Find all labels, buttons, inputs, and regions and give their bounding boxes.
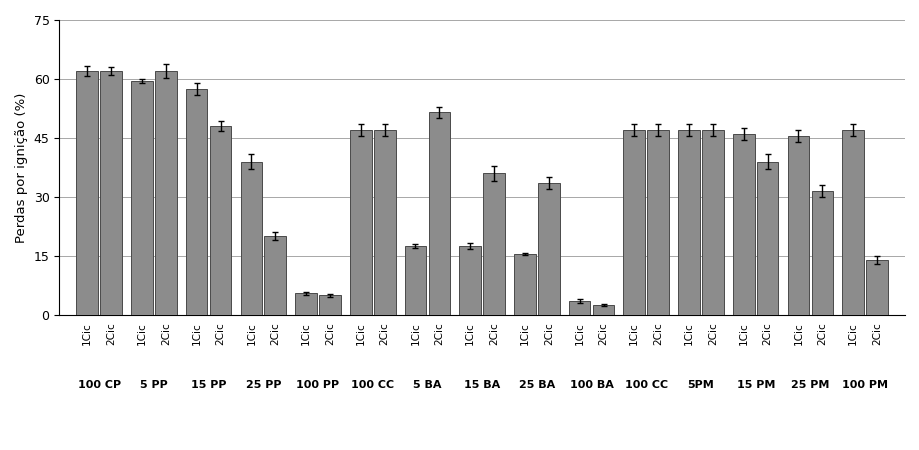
- Bar: [623, 130, 644, 315]
- Bar: [756, 162, 777, 315]
- Bar: [482, 173, 505, 315]
- Bar: [787, 136, 809, 315]
- Text: 25 PM: 25 PM: [790, 380, 829, 390]
- Bar: [186, 89, 207, 315]
- Text: 100 PM: 100 PM: [841, 380, 887, 390]
- Bar: [677, 130, 699, 315]
- Bar: [866, 260, 887, 315]
- Bar: [264, 236, 286, 315]
- Bar: [240, 162, 262, 315]
- Text: 25 BA: 25 BA: [518, 380, 554, 390]
- Bar: [100, 71, 122, 315]
- Bar: [811, 191, 833, 315]
- Text: 100 CP: 100 CP: [77, 380, 120, 390]
- Text: 5 BA: 5 BA: [413, 380, 441, 390]
- Bar: [514, 254, 535, 315]
- Bar: [538, 183, 559, 315]
- Bar: [732, 134, 754, 315]
- Text: 15 PP: 15 PP: [190, 380, 226, 390]
- Text: 100 BA: 100 BA: [569, 380, 613, 390]
- Y-axis label: Perdas por ignição (%): Perdas por ignição (%): [15, 92, 28, 243]
- Bar: [459, 246, 481, 315]
- Bar: [349, 130, 371, 315]
- Bar: [319, 295, 340, 315]
- Text: 15 PM: 15 PM: [736, 380, 774, 390]
- Text: 5PM: 5PM: [686, 380, 713, 390]
- Bar: [842, 130, 863, 315]
- Bar: [647, 130, 668, 315]
- Text: 5 PP: 5 PP: [140, 380, 167, 390]
- Bar: [568, 301, 590, 315]
- Bar: [76, 71, 98, 315]
- Text: 25 PP: 25 PP: [245, 380, 280, 390]
- Bar: [295, 293, 316, 315]
- Text: 100 PP: 100 PP: [296, 380, 339, 390]
- Bar: [701, 130, 723, 315]
- Bar: [373, 130, 395, 315]
- Text: 100 CC: 100 CC: [624, 380, 667, 390]
- Text: 100 CC: 100 CC: [351, 380, 394, 390]
- Bar: [404, 246, 425, 315]
- Bar: [428, 112, 449, 315]
- Bar: [154, 71, 176, 315]
- Bar: [130, 81, 153, 315]
- Bar: [210, 126, 232, 315]
- Text: 15 BA: 15 BA: [463, 380, 500, 390]
- Bar: [592, 305, 614, 315]
